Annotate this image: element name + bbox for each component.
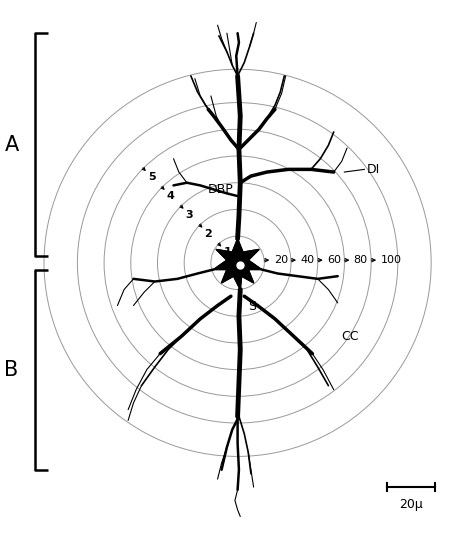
Text: 20: 20 (273, 255, 288, 265)
Text: DI: DI (367, 163, 380, 176)
Text: 3: 3 (186, 210, 193, 220)
Text: 100: 100 (381, 255, 401, 265)
Text: 1: 1 (223, 247, 231, 258)
Text: S: S (248, 300, 256, 313)
Polygon shape (214, 239, 262, 289)
Text: DBP: DBP (208, 183, 240, 196)
Text: 5: 5 (148, 172, 155, 182)
Text: CC: CC (342, 330, 359, 343)
Text: B: B (4, 360, 18, 379)
Text: 80: 80 (354, 255, 368, 265)
Text: A: A (4, 135, 18, 155)
Text: 40: 40 (301, 255, 314, 265)
Text: 2: 2 (204, 229, 212, 239)
Text: 4: 4 (167, 191, 174, 201)
Text: 20μ: 20μ (399, 498, 423, 511)
Text: 60: 60 (327, 255, 341, 265)
